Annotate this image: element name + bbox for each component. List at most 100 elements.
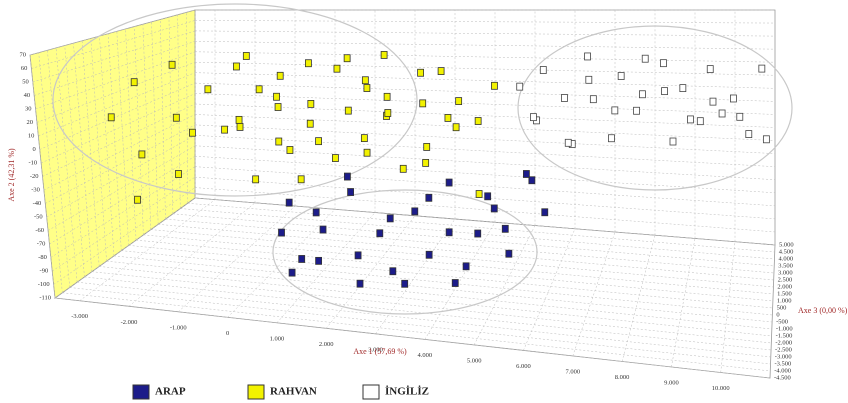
point xyxy=(687,115,694,124)
z-tick-label: 4.000 xyxy=(778,255,793,262)
point xyxy=(276,71,284,80)
ellipse xyxy=(272,189,538,315)
back-grid-line xyxy=(194,176,776,220)
y-axis-title: Axe 2 (42,31 %) xyxy=(7,148,16,202)
back-grid-line xyxy=(194,82,776,102)
left-grid-line xyxy=(50,166,196,258)
point xyxy=(455,97,463,105)
z-tick-label: 0 xyxy=(776,311,779,318)
ellipse xyxy=(52,3,418,197)
point xyxy=(347,188,354,196)
point xyxy=(745,130,753,138)
point xyxy=(138,150,146,159)
left-grid-line xyxy=(38,52,63,293)
point xyxy=(312,208,320,217)
point xyxy=(278,228,285,237)
point xyxy=(343,54,351,63)
floor-grid-line xyxy=(79,199,216,301)
left-grid-line xyxy=(38,72,196,137)
point xyxy=(252,175,260,184)
point xyxy=(669,137,677,146)
y-tick-label: -10 xyxy=(28,159,37,166)
point xyxy=(233,62,240,71)
legend: ARAP RAHVAN İNGİLİZ xyxy=(132,384,429,400)
point xyxy=(380,51,388,59)
point xyxy=(107,113,115,122)
left-grid-line xyxy=(39,82,196,150)
point xyxy=(444,114,452,122)
point xyxy=(706,65,714,74)
point xyxy=(639,90,646,99)
point xyxy=(344,172,351,181)
point xyxy=(660,59,667,68)
x-tick-label: 0 xyxy=(226,330,229,337)
legend-swatch xyxy=(132,384,150,400)
z-tick-label: -1.500 xyxy=(776,332,793,339)
floor-grid-line xyxy=(227,209,336,318)
point xyxy=(411,207,419,216)
floor-grid-line xyxy=(69,287,771,365)
left-grid-line xyxy=(133,26,144,235)
point xyxy=(709,97,717,106)
confidence-ellipses xyxy=(52,3,793,315)
point xyxy=(189,128,196,137)
z-tick-label: 2.000 xyxy=(777,283,792,290)
point xyxy=(523,170,530,178)
point xyxy=(422,159,430,167)
point xyxy=(611,106,619,115)
point xyxy=(608,134,615,143)
point xyxy=(425,250,433,259)
point xyxy=(298,255,306,263)
y-tick-label: 20 xyxy=(26,119,33,126)
point xyxy=(633,106,640,115)
point xyxy=(516,82,524,91)
point xyxy=(361,76,369,85)
back-grid-line xyxy=(194,166,776,207)
point xyxy=(505,249,513,258)
point xyxy=(589,95,597,104)
y-tick-label: -30 xyxy=(31,186,40,193)
floor-grid-line xyxy=(424,222,496,340)
z-tick-label: -2.000 xyxy=(775,339,792,346)
legend-swatch xyxy=(247,384,265,400)
y-tick-label: -40 xyxy=(33,200,42,207)
point xyxy=(541,208,549,217)
left-grid-line xyxy=(34,41,196,96)
left-grid-line xyxy=(41,93,196,164)
point xyxy=(617,72,625,80)
x-tick-label: 10.000 xyxy=(712,385,730,392)
back-grid-line xyxy=(194,103,776,128)
point xyxy=(297,175,305,184)
z-tick-label: 5.000 xyxy=(779,241,794,248)
left-grid-line xyxy=(52,176,196,272)
y-tick-label: 70 xyxy=(20,51,27,58)
point xyxy=(356,279,364,288)
back-grid-line xyxy=(194,51,776,63)
left-grid-line xyxy=(81,40,100,267)
point xyxy=(679,84,687,93)
legend-label: İNGİLİZ xyxy=(385,386,429,398)
point xyxy=(564,138,572,147)
legend-label: ARAP xyxy=(155,386,186,398)
y-tick-label: 10 xyxy=(28,132,35,139)
point xyxy=(306,119,314,128)
x-tick-label: 8.000 xyxy=(615,374,630,381)
point xyxy=(389,267,397,276)
left-grid-line xyxy=(49,156,196,245)
left-grid-line xyxy=(42,103,196,177)
point xyxy=(384,109,392,117)
y-tick-label: -20 xyxy=(30,173,39,180)
point xyxy=(204,85,212,94)
point xyxy=(275,137,283,146)
x-tick-label: 1.000 xyxy=(270,335,285,342)
legend-swatch xyxy=(362,384,380,400)
floor-grid-line xyxy=(106,260,772,330)
point xyxy=(475,190,483,198)
left-grid-line xyxy=(54,197,196,299)
left-grid-line xyxy=(47,145,196,231)
point xyxy=(474,229,482,238)
y-tick-label: -110 xyxy=(39,294,51,301)
z-tick-label: 4.500 xyxy=(779,248,794,255)
left-grid-line xyxy=(64,45,85,277)
point xyxy=(344,106,352,115)
